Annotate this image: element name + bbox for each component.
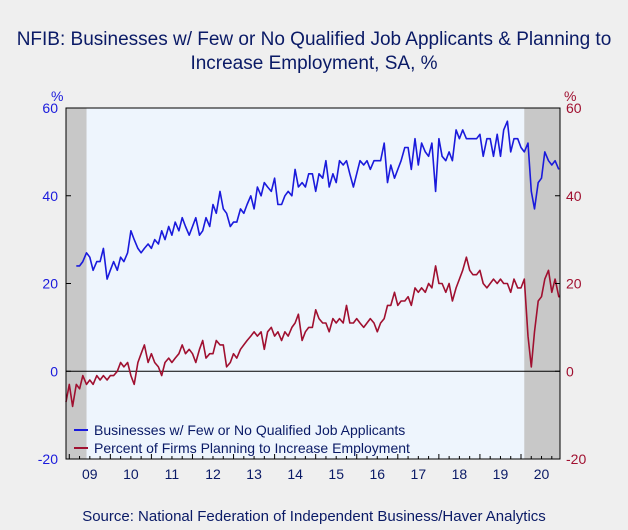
- legend-label-2: Percent of Firms Planning to Increase Em…: [94, 440, 410, 456]
- right-tick-label: 40: [566, 188, 582, 204]
- x-tick-label: 20: [534, 466, 550, 482]
- left-tick-label: 0: [50, 363, 58, 379]
- x-tick-label: 09: [82, 466, 98, 482]
- chart-title: NFIB: Businesses w/ Few or No Qualified …: [16, 29, 612, 74]
- series-line-1: [76, 120, 560, 280]
- right-tick-label: 20: [566, 276, 582, 292]
- x-tick-label: 16: [369, 466, 385, 482]
- left-tick-label: 40: [42, 188, 58, 204]
- x-tick-label: 17: [411, 466, 427, 482]
- right-axis-ticks: -20 0 20 40 60: [555, 100, 586, 467]
- left-tick-label: 60: [42, 100, 58, 116]
- x-axis-ticks: 09 10 11 12 13 14 15 16 17 18 19 20: [68, 454, 553, 482]
- left-axis-label: %: [51, 88, 63, 104]
- x-tick-label: 11: [165, 466, 180, 482]
- left-tick-label: 20: [42, 276, 58, 292]
- right-tick-label: 0: [566, 363, 574, 379]
- x-tick-label: 13: [246, 466, 262, 482]
- series-line-2: [65, 256, 560, 408]
- right-tick-label: -20: [566, 451, 586, 467]
- x-tick-label: 19: [493, 466, 509, 482]
- x-tick-label: 10: [123, 466, 139, 482]
- right-tick-label: 60: [566, 100, 582, 116]
- series-lines: [65, 120, 560, 408]
- x-tick-label: 12: [205, 466, 221, 482]
- x-tick-label: 18: [452, 466, 468, 482]
- x-tick-label: 15: [328, 466, 344, 482]
- left-axis-ticks: -20 0 20 40 60: [38, 100, 71, 467]
- x-tick-label: 14: [287, 466, 303, 482]
- source-note: Source: National Federation of Independe…: [82, 508, 546, 525]
- left-tick-label: -20: [38, 451, 58, 467]
- right-axis-label: %: [564, 88, 576, 104]
- plot-area: [66, 108, 560, 459]
- legend: Businesses w/ Few or No Qualified Job Ap…: [74, 422, 410, 456]
- legend-label-1: Businesses w/ Few or No Qualified Job Ap…: [94, 422, 405, 438]
